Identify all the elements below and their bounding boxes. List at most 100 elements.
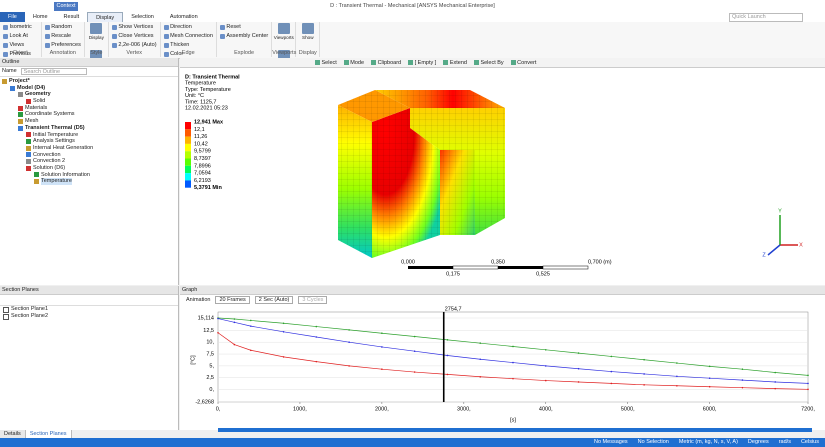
search-box[interactable]: Search Outline (20, 68, 87, 75)
ribbon-tab[interactable]: Automation (169, 14, 198, 20)
y-axis-label: [°C] (190, 355, 196, 365)
tree-node[interactable]: Solid (2, 98, 176, 105)
ribbon-button[interactable]: Color (163, 50, 213, 59)
ribbon-tab[interactable]: Home (32, 14, 48, 20)
tree-node[interactable]: Analysis Settings (2, 138, 176, 145)
ribbon-button[interactable]: Isometric (3, 23, 38, 32)
ribbon-button[interactable]: Show Vertices (111, 23, 157, 32)
legend-swatch (185, 165, 191, 174)
ribbon-button[interactable]: Display (88, 23, 105, 50)
series-marker (381, 346, 383, 348)
ribbon-items: Show (299, 23, 316, 50)
checkbox[interactable] (3, 306, 9, 313)
icon (44, 34, 50, 39)
model[interactable] (338, 90, 505, 258)
toolbar-button[interactable]: Select (315, 60, 337, 66)
dropdown[interactable]: 2 Sec (Auto) (254, 295, 294, 304)
ribbon-tab[interactable]: Display (87, 12, 124, 22)
y-tick-label: -2,6268 (195, 399, 214, 405)
ribbon-button[interactable]: Rescale (44, 32, 81, 41)
result-info: Type: Temperature (185, 87, 231, 93)
button-label: Random (51, 24, 72, 30)
dropdown[interactable]: 20 Frames (215, 295, 250, 304)
y-tick-label: 7,5 (206, 352, 214, 358)
ribbon-button[interactable]: Reset (219, 23, 268, 32)
ribbon-button[interactable]: Look At (3, 32, 38, 41)
ribbon-tab[interactable]: Result (63, 14, 80, 20)
status-item: Metric (m, kg, N, s, V, A) (678, 439, 738, 445)
series-marker (708, 377, 711, 379)
ribbon-button[interactable]: Close Vertices (111, 32, 157, 41)
tree-node[interactable]: Internal Heat Generation (2, 145, 176, 152)
series-marker (479, 358, 482, 361)
context-tab[interactable]: Context (54, 2, 78, 11)
tree-node[interactable]: Mesh (2, 118, 176, 125)
tree-icon (26, 145, 31, 151)
ribbon-items: Show Vertices Close Vertices 2,2e-006 (Aut… (111, 23, 157, 50)
bottom-tab[interactable]: Details (0, 430, 26, 438)
section-plane[interactable]: Section Plane1 (0, 306, 178, 313)
animation-controls: Animation 20 Frames 2 Sec (Auto) 3 Cycles (186, 295, 328, 304)
ribbon-tab[interactable]: File (0, 12, 25, 22)
tree-node[interactable]: Solution Information (2, 172, 176, 179)
ribbon-button[interactable]: Views (3, 41, 38, 50)
ribbon-button[interactable]: Thicken (163, 41, 213, 50)
toolbar-button[interactable]: Mode (343, 60, 364, 66)
tree-node[interactable]: Initial Temperature (2, 132, 176, 139)
tree-icon (2, 78, 7, 84)
ribbon-button[interactable]: Previous (3, 50, 38, 59)
series-marker (610, 370, 613, 373)
tree-icon (18, 125, 23, 131)
tree-node[interactable]: Transient Thermal (D5) (2, 125, 176, 132)
ribbon-button[interactable]: Direction (163, 23, 213, 32)
ribbon-button[interactable]: Show (299, 23, 316, 50)
tree-label: Initial Temperature (33, 131, 79, 138)
ribbon-button[interactable]: Assembly Center (219, 32, 268, 41)
tree-node[interactable]: Temperature (2, 178, 176, 186)
tree-node[interactable]: Convection (2, 152, 176, 159)
time-slider[interactable] (218, 428, 812, 432)
toolbar-button[interactable]: Convert (510, 60, 536, 66)
toolbar-button[interactable]: Extend (443, 60, 467, 66)
tree-node[interactable]: Geometry (2, 91, 176, 98)
series-marker (577, 367, 580, 370)
legend-swatch (185, 122, 191, 130)
section-plane[interactable]: Section Plane2 (0, 313, 178, 320)
graph-panel: Graph 15,114 12,5 10, 7,5 5, 2,5 0, -2,6268 0, 10… (180, 286, 825, 430)
tree-node[interactable]: Materials (2, 105, 176, 112)
tree-icon (26, 165, 31, 171)
series-marker (741, 379, 744, 381)
ribbon-button[interactable]: 2,2e-006 (Auto) (111, 41, 157, 50)
toolbar-label: Select (321, 59, 337, 66)
bottom-tab[interactable]: Section Planes (25, 430, 72, 438)
ribbon-button[interactable]: Mesh Connection (163, 32, 213, 41)
tree-node[interactable]: Convection 2 (2, 158, 176, 165)
icon (163, 25, 169, 30)
legend-swatch (185, 151, 191, 159)
toolbar-label: Extend (449, 59, 467, 66)
legend-label: 12,941 Max (194, 119, 224, 125)
ribbon-button[interactable]: Preferences (44, 41, 81, 50)
tree-node[interactable]: Model (D4) (2, 85, 176, 92)
tree-node[interactable]: Solution (D6) (2, 165, 176, 172)
series-line (217, 317, 809, 376)
ribbon-button[interactable]: Viewports (274, 23, 294, 50)
tree-icon (34, 172, 39, 178)
series-marker (233, 343, 236, 346)
ribbon-button[interactable]: Random (44, 23, 81, 32)
series-marker (479, 342, 482, 344)
cursor-label: 2754,7 (445, 306, 462, 312)
checkbox[interactable] (3, 313, 9, 320)
icon (315, 60, 320, 65)
tree-node[interactable]: Project* (2, 78, 176, 85)
tree-node[interactable]: Coordinate Systems (2, 111, 176, 118)
toolbar-button[interactable]: [ Empty ] (408, 60, 436, 66)
quick-launch[interactable]: Quick Launch (729, 13, 803, 22)
icon (510, 60, 516, 65)
toolbar-button[interactable]: Clipboard (371, 60, 401, 66)
dropdown[interactable]: 3 Cycles (298, 295, 328, 304)
scale-label: 0,175 (446, 271, 460, 277)
ribbon-tab[interactable]: Selection (131, 14, 154, 20)
toolbar-button[interactable]: Select By (473, 60, 504, 66)
